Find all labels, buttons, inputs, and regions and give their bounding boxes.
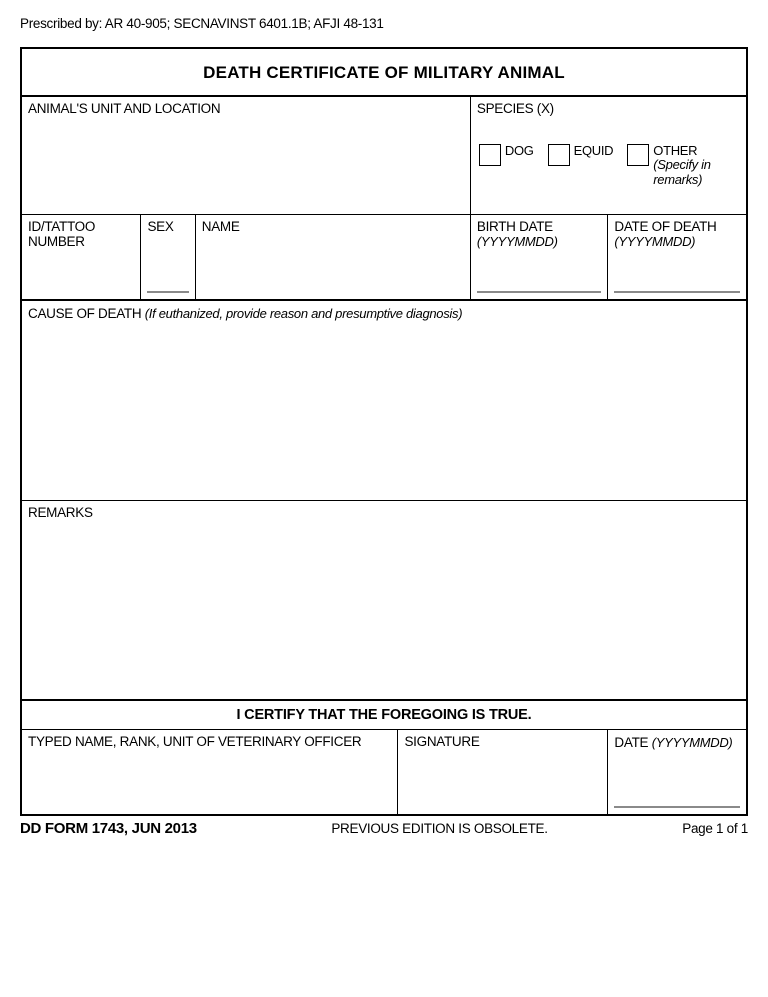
- label-typed-name: TYPED NAME, RANK, UNIT OF VETERINARY OFF…: [28, 734, 391, 749]
- label-name: NAME: [202, 219, 464, 234]
- cell-typed-name[interactable]: TYPED NAME, RANK, UNIT OF VETERINARY OFF…: [22, 730, 398, 814]
- cell-death-date[interactable]: DATE OF DEATH (YYYYMMDD): [608, 215, 746, 299]
- row-unit-species: ANIMAL'S UNIT AND LOCATION SPECIES (X) D…: [22, 97, 746, 215]
- checkbox-box-icon: [548, 144, 570, 166]
- label-death-date: DATE OF DEATH: [614, 219, 740, 234]
- species-options: DOG EQUID OTHER (Specify in remarks): [477, 144, 740, 187]
- checkbox-other-label: OTHER (Specify in remarks): [653, 144, 740, 187]
- label-sign-date: DATE: [614, 735, 651, 750]
- form-container: DEATH CERTIFICATE OF MILITARY ANIMAL ANI…: [20, 47, 748, 816]
- certify-statement: I CERTIFY THAT THE FOREGOING IS TRUE.: [22, 701, 746, 730]
- footer: DD FORM 1743, JUN 2013 PREVIOUS EDITION …: [20, 820, 748, 837]
- other-hint: (Specify in remarks): [653, 157, 710, 186]
- hint-cause-of-death: (If euthanized, provide reason and presu…: [145, 306, 463, 321]
- cell-name[interactable]: NAME: [196, 215, 471, 299]
- hint-sign-date: (YYYYMMDD): [652, 735, 733, 750]
- input-underline: [147, 291, 188, 293]
- input-underline: [614, 291, 740, 293]
- cell-signature[interactable]: SIGNATURE: [398, 730, 608, 814]
- page-number: Page 1 of 1: [682, 821, 748, 836]
- checkbox-equid[interactable]: EQUID: [548, 144, 614, 166]
- label-sex: SEX: [147, 219, 188, 234]
- label-remarks: REMARKS: [28, 505, 740, 520]
- input-underline: [614, 806, 740, 808]
- label-birth-date: BIRTH DATE: [477, 219, 602, 234]
- checkbox-dog[interactable]: DOG: [479, 144, 534, 166]
- checkbox-equid-label: EQUID: [574, 144, 614, 158]
- checkbox-other[interactable]: OTHER (Specify in remarks): [627, 144, 740, 187]
- other-text: OTHER: [653, 143, 697, 158]
- checkbox-dog-label: DOG: [505, 144, 534, 158]
- checkbox-box-icon: [479, 144, 501, 166]
- row-signature: TYPED NAME, RANK, UNIT OF VETERINARY OFF…: [22, 730, 746, 814]
- prescribed-by: Prescribed by: AR 40-905; SECNAVINST 640…: [20, 16, 748, 31]
- label-species: SPECIES (X): [477, 101, 740, 116]
- label-cause-of-death: CAUSE OF DEATH: [28, 306, 145, 321]
- label-id-tattoo: ID/TATTOO NUMBER: [28, 219, 134, 249]
- form-title: DEATH CERTIFICATE OF MILITARY ANIMAL: [22, 49, 746, 97]
- cell-sex[interactable]: SEX: [141, 215, 195, 299]
- hint-birth-date: (YYYYMMDD): [477, 234, 602, 249]
- row-id-dates: ID/TATTOO NUMBER SEX NAME BIRTH DATE (YY…: [22, 215, 746, 301]
- obsolete-notice: PREVIOUS EDITION IS OBSOLETE.: [331, 821, 547, 836]
- cell-species: SPECIES (X) DOG EQUID OTHER (Specify in …: [471, 97, 746, 214]
- label-unit-location: ANIMAL'S UNIT AND LOCATION: [28, 101, 464, 116]
- hint-death-date: (YYYYMMDD): [614, 234, 740, 249]
- label-signature: SIGNATURE: [404, 734, 601, 749]
- form-id: DD FORM 1743, JUN 2013: [20, 820, 197, 837]
- row-remarks[interactable]: REMARKS: [22, 501, 746, 701]
- row-cause-of-death[interactable]: CAUSE OF DEATH (If euthanized, provide r…: [22, 301, 746, 501]
- cell-unit-location[interactable]: ANIMAL'S UNIT AND LOCATION: [22, 97, 471, 214]
- input-underline: [477, 291, 602, 293]
- cell-sign-date[interactable]: DATE (YYYYMMDD): [608, 730, 746, 814]
- cell-birth-date[interactable]: BIRTH DATE (YYYYMMDD): [471, 215, 609, 299]
- checkbox-box-icon: [627, 144, 649, 166]
- cell-id-tattoo[interactable]: ID/TATTOO NUMBER: [22, 215, 141, 299]
